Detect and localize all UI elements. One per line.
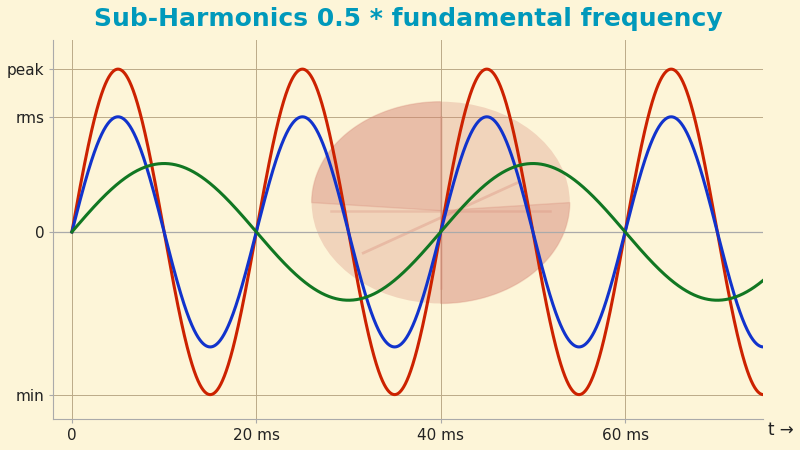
Text: t →: t → — [768, 421, 794, 439]
Polygon shape — [441, 202, 570, 303]
Ellipse shape — [312, 102, 570, 303]
Title: Sub-Harmonics 0.5 * fundamental frequency: Sub-Harmonics 0.5 * fundamental frequenc… — [94, 7, 722, 31]
Polygon shape — [312, 102, 441, 211]
